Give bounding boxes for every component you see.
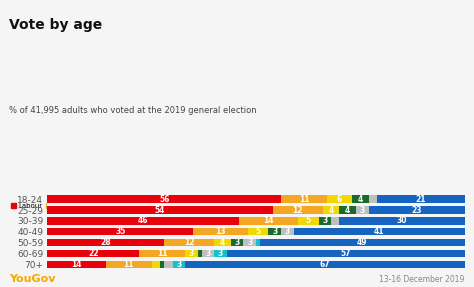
Bar (319, 217, 331, 225)
Text: 6: 6 (337, 195, 342, 204)
Text: 12: 12 (292, 205, 303, 214)
Bar (47, 250, 139, 257)
Text: 21: 21 (416, 195, 426, 204)
Bar (47, 206, 273, 214)
Text: 4: 4 (357, 195, 363, 204)
Text: 3: 3 (235, 238, 240, 247)
Bar (239, 217, 298, 225)
Text: 49: 49 (357, 238, 367, 247)
Text: 3: 3 (189, 249, 194, 258)
Text: 11: 11 (299, 195, 309, 204)
Bar (231, 239, 244, 246)
Bar (298, 217, 319, 225)
Bar (323, 206, 339, 214)
Bar (47, 195, 281, 203)
Text: 5: 5 (306, 216, 310, 225)
Text: 11: 11 (157, 249, 167, 258)
Text: 41: 41 (374, 227, 384, 236)
Bar (202, 250, 214, 257)
Text: 3: 3 (284, 227, 290, 236)
Text: 13-16 December 2019: 13-16 December 2019 (379, 275, 465, 284)
Bar (339, 217, 465, 225)
Text: 3: 3 (176, 260, 182, 269)
Text: 57: 57 (340, 249, 351, 258)
Text: 46: 46 (138, 216, 148, 225)
Text: 54: 54 (155, 205, 165, 214)
Text: 3: 3 (247, 238, 252, 247)
Bar (369, 206, 465, 214)
Bar (369, 195, 377, 203)
Bar (247, 228, 268, 235)
Bar (331, 217, 339, 225)
Bar (352, 195, 369, 203)
Bar (47, 217, 239, 225)
Bar (106, 261, 152, 268)
Bar (281, 228, 293, 235)
Text: 28: 28 (100, 238, 111, 247)
Text: 14: 14 (263, 216, 273, 225)
Bar (139, 250, 185, 257)
Bar (293, 228, 465, 235)
Text: 14: 14 (72, 260, 82, 269)
Bar (327, 195, 352, 203)
Bar (268, 228, 281, 235)
Bar (214, 239, 231, 246)
Text: Vote by age: Vote by age (9, 18, 103, 32)
Text: 35: 35 (115, 227, 126, 236)
Bar (339, 206, 356, 214)
Text: 30: 30 (397, 216, 407, 225)
Bar (164, 239, 214, 246)
Text: % of 41,995 adults who voted at the 2019 general election: % of 41,995 adults who voted at the 2019… (9, 106, 257, 115)
Bar (256, 239, 260, 246)
Bar (214, 250, 227, 257)
Bar (260, 239, 465, 246)
Bar (185, 250, 198, 257)
Text: 3: 3 (205, 249, 210, 258)
Text: 56: 56 (159, 195, 169, 204)
Bar (227, 250, 465, 257)
Text: 3: 3 (272, 227, 277, 236)
Bar (273, 206, 323, 214)
Bar (281, 195, 327, 203)
Bar (47, 261, 106, 268)
Text: 22: 22 (88, 249, 99, 258)
Bar (244, 239, 256, 246)
Text: 3: 3 (360, 205, 365, 214)
Legend: Labour, Lib Dem, SNP, Green, Other, Brexit Party, Conservative: Labour, Lib Dem, SNP, Green, Other, Brex… (8, 200, 277, 212)
Bar (185, 261, 465, 268)
Text: 23: 23 (411, 205, 422, 214)
Text: YouGov: YouGov (9, 274, 56, 284)
Text: 12: 12 (184, 238, 194, 247)
Text: 11: 11 (124, 260, 134, 269)
Text: 3: 3 (322, 216, 328, 225)
Bar (47, 228, 193, 235)
Bar (356, 206, 369, 214)
Bar (160, 261, 164, 268)
Text: 67: 67 (319, 260, 330, 269)
Bar (152, 261, 160, 268)
Bar (377, 195, 465, 203)
Bar (198, 250, 202, 257)
Text: 5: 5 (255, 227, 261, 236)
Bar (193, 228, 247, 235)
Text: 13: 13 (215, 227, 226, 236)
Text: 4: 4 (220, 238, 225, 247)
Text: 4: 4 (328, 205, 334, 214)
Bar (47, 239, 164, 246)
Bar (173, 261, 185, 268)
Text: 4: 4 (345, 205, 350, 214)
Bar (164, 261, 173, 268)
Text: 3: 3 (218, 249, 223, 258)
